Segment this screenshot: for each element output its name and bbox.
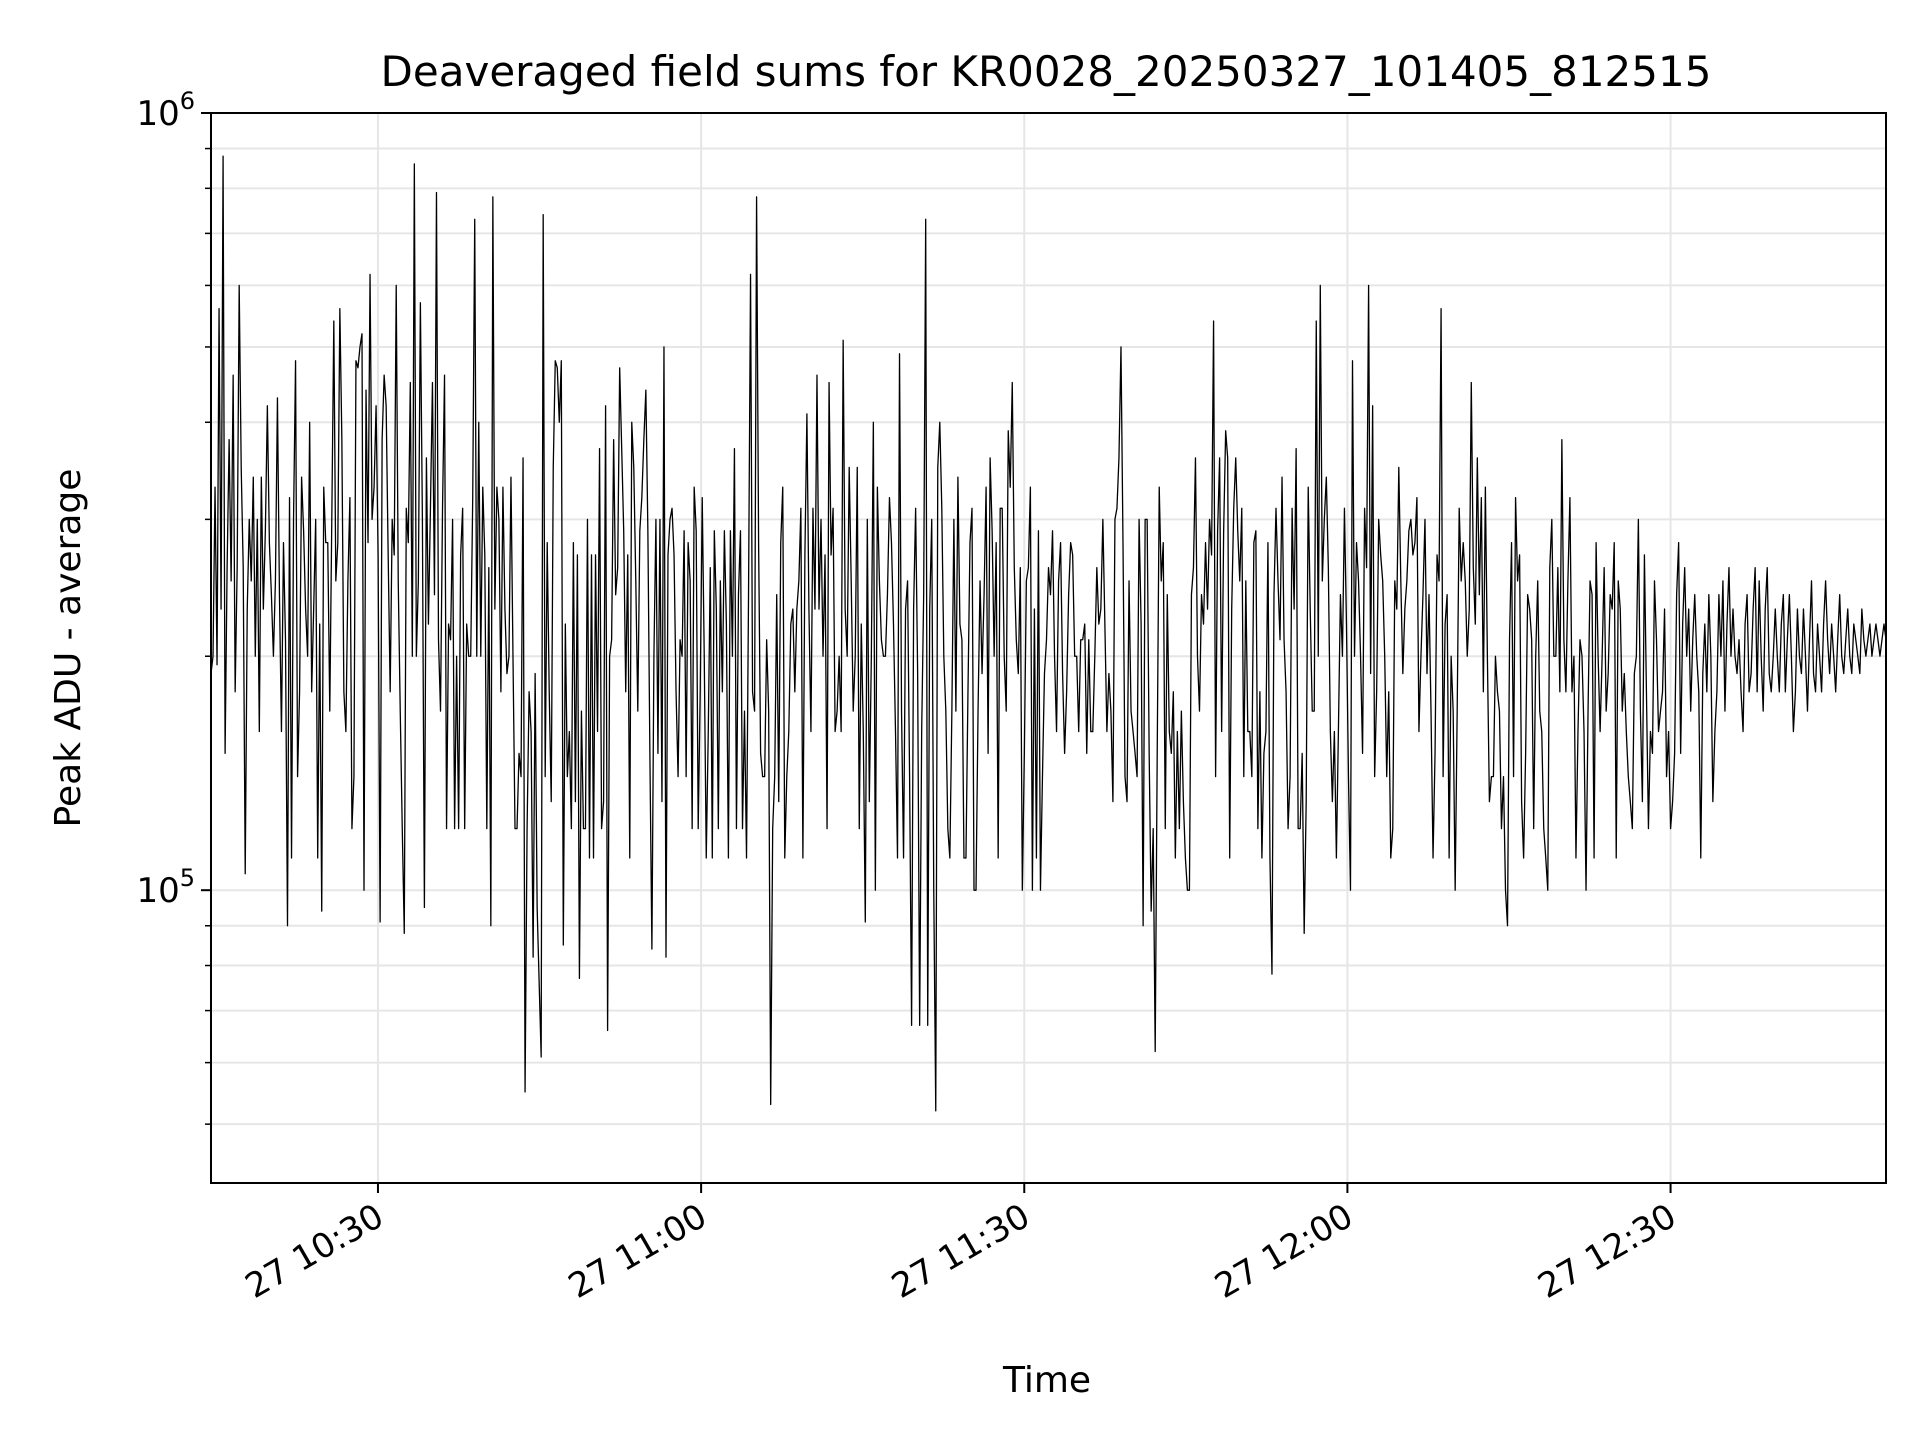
- series-line: [210, 155, 1887, 1112]
- plot-frame: [210, 112, 1887, 1184]
- y-tick-label: 106: [136, 87, 195, 134]
- series-line-group: [210, 155, 1887, 1112]
- chart-title: Deaveraged field sums for KR0028_2025032…: [381, 47, 1712, 96]
- y-axis-label: Peak ADU - average: [48, 469, 89, 828]
- y-tick-label: 105: [136, 864, 195, 911]
- x-axis-label: Time: [1002, 1360, 1091, 1401]
